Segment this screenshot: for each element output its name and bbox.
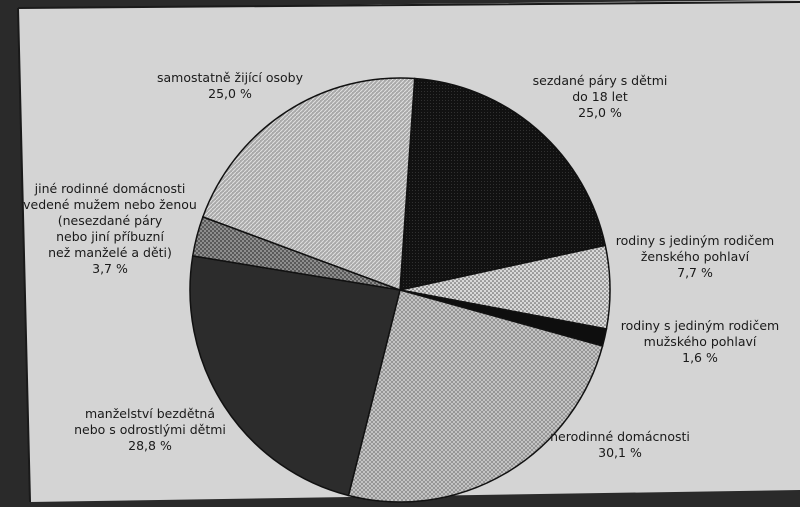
slice-label-2: rodiny s jediným rodičem ženského pohlaví… [616, 233, 774, 280]
slice-label-line: nebo s odrostlými dětmi [74, 422, 226, 437]
slice-label-line: samostatně žijící osoby [157, 70, 304, 85]
pie-slice-5 [189, 255, 401, 497]
slice-label-line: mužského pohlaví [644, 334, 757, 349]
slice-label-4: nerodinné domácnosti 30,1 % [550, 429, 690, 460]
slice-label-5: manželství bezdětná nebo s odrostlými dět… [74, 406, 226, 453]
slice-label-line: rodiny s jediným rodičem [616, 233, 774, 248]
slice-label-line: nerodinné domácnosti [550, 429, 690, 444]
slice-label-line: manželství bezdětná [85, 406, 215, 421]
pie-labels: sezdané páry s dětmi do 18 let 25,0 %rodin… [23, 70, 779, 460]
slice-value-label: 25,0 % [578, 105, 622, 120]
slice-label-line: jiné rodinné domácnosti [34, 181, 186, 196]
slice-label-6: jiné rodinné domácnosti vedené mužem nebo… [23, 181, 197, 276]
slice-value-label: 3,7 % [92, 261, 128, 276]
slice-label-3: rodiny s jediným rodičem mužského pohlaví… [621, 318, 779, 365]
slice-label-line: vedené mužem nebo ženou [23, 197, 197, 212]
slice-label-line: rodiny s jediným rodičem [621, 318, 779, 333]
slice-label-line: do 18 let [572, 89, 628, 104]
slice-label-line: (nesezdané páry [58, 213, 163, 228]
slice-value-label: 1,6 % [682, 350, 718, 365]
slice-value-label: 7,7 % [677, 265, 713, 280]
pie-slice-4 [347, 289, 604, 503]
slice-label-line: sezdané páry s dětmi [533, 73, 668, 88]
pie-slices [189, 77, 611, 503]
pie-slice-7 [201, 77, 416, 292]
slice-label-line: než manželé a děti) [48, 245, 172, 260]
pie-slice-1 [399, 77, 607, 291]
page-border [17, 1, 800, 503]
slice-value-label: 25,0 % [208, 86, 252, 101]
slice-label-1: sezdané páry s dětmi do 18 let 25,0 % [533, 73, 668, 120]
slice-label-line: nebo jiní příbuzní [56, 229, 164, 244]
slice-label-line: ženského pohlaví [641, 249, 750, 264]
slice-label-7: samostatně žijící osoby 25,0 % [157, 70, 304, 101]
slice-value-label: 28,8 % [128, 438, 172, 453]
slice-value-label: 30,1 % [598, 445, 642, 460]
